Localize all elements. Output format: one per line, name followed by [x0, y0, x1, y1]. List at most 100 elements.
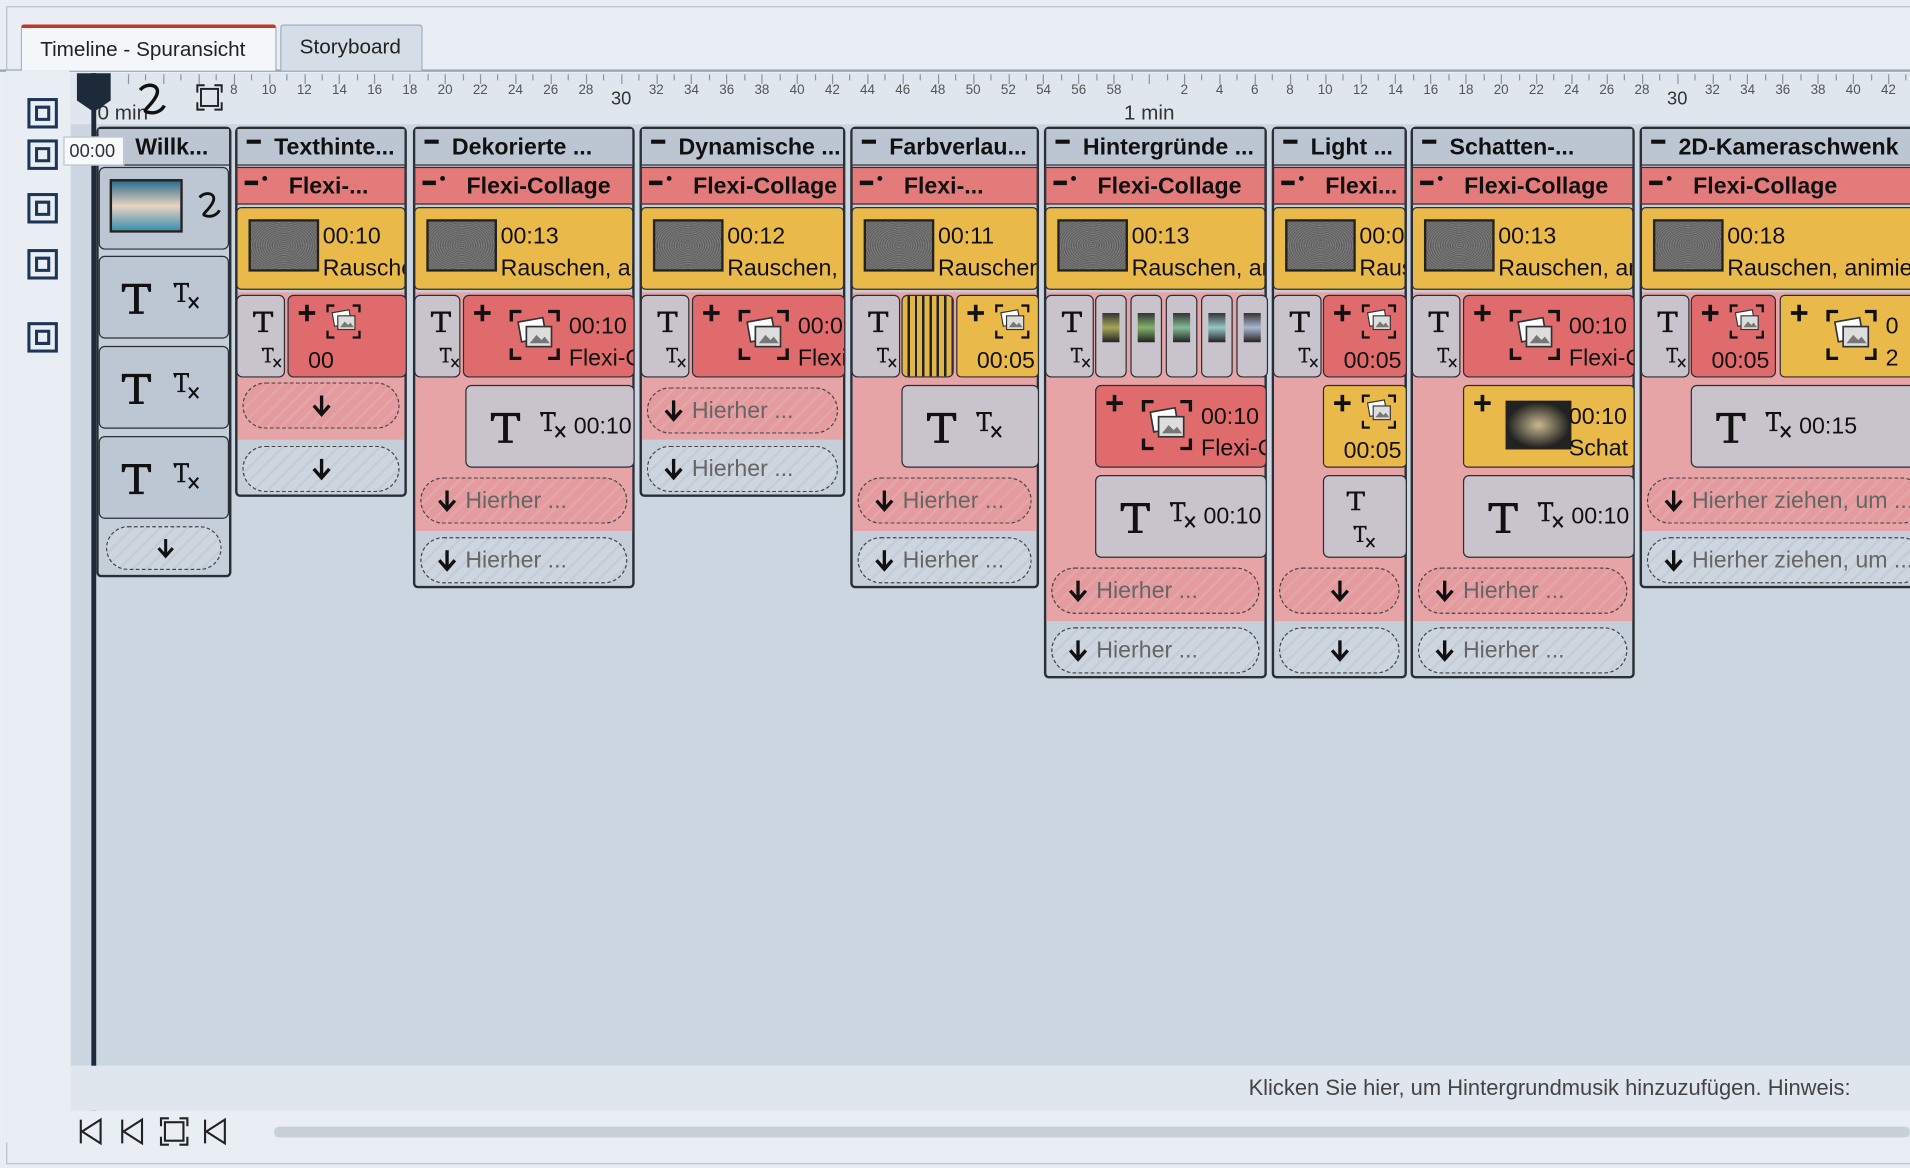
drop-zone[interactable]: Hierher ...: [646, 445, 839, 493]
ruler-tick: [1448, 74, 1450, 81]
icon: [664, 458, 683, 481]
ruler-tick: [761, 74, 763, 85]
text-clip: [851, 294, 901, 378]
icon[interactable]: [117, 1116, 149, 1148]
tab[interactable]: Storyboard: [280, 24, 423, 71]
clip-time: 00:09: [797, 314, 844, 340]
image-clip: 00:05: [956, 294, 1040, 378]
drop-zone[interactable]: Hierher ...: [1417, 567, 1628, 614]
chapter-header: Dekorierte ...: [415, 129, 633, 166]
icon[interactable]: [158, 1116, 190, 1148]
drop-zone[interactable]: Hierher ...: [857, 477, 1032, 524]
drop-zone[interactable]: Hierher ...: [1051, 627, 1260, 674]
icon-part: [474, 304, 491, 322]
drop-zone[interactable]: Hierher ...: [420, 477, 628, 524]
ruler-label: 16: [1423, 82, 1439, 98]
thumbnail: [1057, 219, 1128, 272]
drop-zone[interactable]: Hierher ...: [857, 537, 1032, 584]
icon-part: [1106, 394, 1123, 412]
drop-zone[interactable]: Hierher ziehen, um ...: [1646, 477, 1910, 524]
collage-clip: 00:09 Flexi-: [691, 294, 846, 378]
ruler-tick: [497, 74, 499, 81]
collage-bar: Flexi-...: [236, 166, 406, 205]
drop-zone[interactable]: [1279, 567, 1400, 614]
drop-zone[interactable]: Hierher ...: [1417, 627, 1628, 674]
ruler-tick: [1430, 74, 1432, 85]
collage-title: Flexi-Collage: [1693, 174, 1838, 200]
drop-zone[interactable]: Hierher ...: [420, 537, 628, 584]
icon-part: [261, 347, 274, 363]
collage-title: Flexi...: [1325, 174, 1398, 200]
icon-part: [1436, 347, 1450, 363]
icon[interactable]: [76, 1116, 108, 1148]
icon: [1474, 304, 1491, 322]
ruler-label: 32: [1704, 82, 1720, 98]
ruler-tick: [638, 74, 640, 81]
icon-part: [188, 476, 200, 489]
drop-hint: Hierher ...: [1096, 638, 1198, 664]
drop-hint: Hierher ...: [465, 488, 567, 514]
video-clip: 00:18 Rauschen, animie: [1640, 207, 1910, 290]
clip-time: 00:10: [322, 224, 381, 250]
ruler-label: 32: [648, 82, 664, 98]
drop-zone[interactable]: [1279, 627, 1400, 674]
clip-text: Raus: [1359, 255, 1404, 282]
ruler-label: 0 min: [97, 101, 149, 125]
icon-part: [35, 329, 51, 345]
drop-hint: Hierher ziehen, um ...: [1691, 488, 1910, 514]
text-clip: [1411, 294, 1461, 378]
icon: [1702, 304, 1719, 322]
icon: [437, 490, 457, 513]
icon-part: [666, 175, 672, 181]
ruler-tick: [1553, 74, 1555, 81]
icon: [1826, 309, 1877, 361]
tab[interactable]: Timeline - Spuransicht: [20, 24, 277, 71]
drop-zone[interactable]: [242, 382, 400, 429]
drop-zone[interactable]: [242, 445, 400, 493]
ruler-tick: [1289, 74, 1291, 85]
drop-zone[interactable]: Hierher ziehen, um ...: [1646, 537, 1910, 584]
icon: [424, 139, 439, 144]
transition-clip: [1130, 294, 1163, 378]
icon-part: [1334, 304, 1351, 322]
ruler-tick: [515, 74, 517, 85]
icon: [27, 98, 58, 129]
icon: [995, 304, 1030, 339]
icon-part: [157, 538, 174, 559]
icon: [198, 192, 221, 218]
icon: [430, 311, 452, 333]
drop-zone[interactable]: Hierher ...: [1051, 567, 1260, 614]
icon-part: [437, 550, 457, 572]
drop-hint: Hierher ...: [902, 548, 1005, 574]
icon-part: [1375, 321, 1390, 328]
icon: [875, 550, 894, 572]
icon: [121, 464, 152, 495]
drop-zone[interactable]: Hierher ...: [646, 387, 839, 434]
icon-part: [990, 425, 1002, 438]
clip-time: 00:12: [727, 224, 786, 250]
collage-title: Flexi-Collage: [1097, 174, 1242, 200]
music-track[interactable]: Klicken Sie hier, um Hintergrundmusik hi…: [70, 1065, 1910, 1111]
ruler-tick: [1483, 74, 1485, 81]
clip-time: 00:13: [1131, 224, 1190, 250]
icon: [657, 311, 678, 333]
ruler-tick: [1043, 74, 1045, 85]
clip-time: 00:10: [1203, 504, 1262, 530]
icon-part: [1141, 399, 1193, 451]
ruler-tick: [972, 74, 974, 85]
ruler-tick: [814, 74, 816, 81]
clip-time: 00:13: [1498, 224, 1557, 250]
thumbnail: [1423, 219, 1495, 272]
drop-zone[interactable]: [105, 526, 222, 570]
ruler-tick: [1888, 74, 1890, 85]
icon[interactable]: [200, 1116, 232, 1148]
video-clip: 00:13 Rauschen, an: [1411, 207, 1634, 290]
ruler-label: 34: [684, 82, 699, 98]
icon-part: [173, 282, 190, 302]
ruler-label: 30: [1667, 88, 1688, 110]
scrollbar[interactable]: [274, 1126, 1910, 1138]
icon-part: [876, 347, 889, 363]
ruler-tick: [1782, 74, 1784, 85]
image-clip: 00:10 Schat: [1462, 384, 1635, 468]
collage-clip: 00:05: [1690, 294, 1777, 378]
